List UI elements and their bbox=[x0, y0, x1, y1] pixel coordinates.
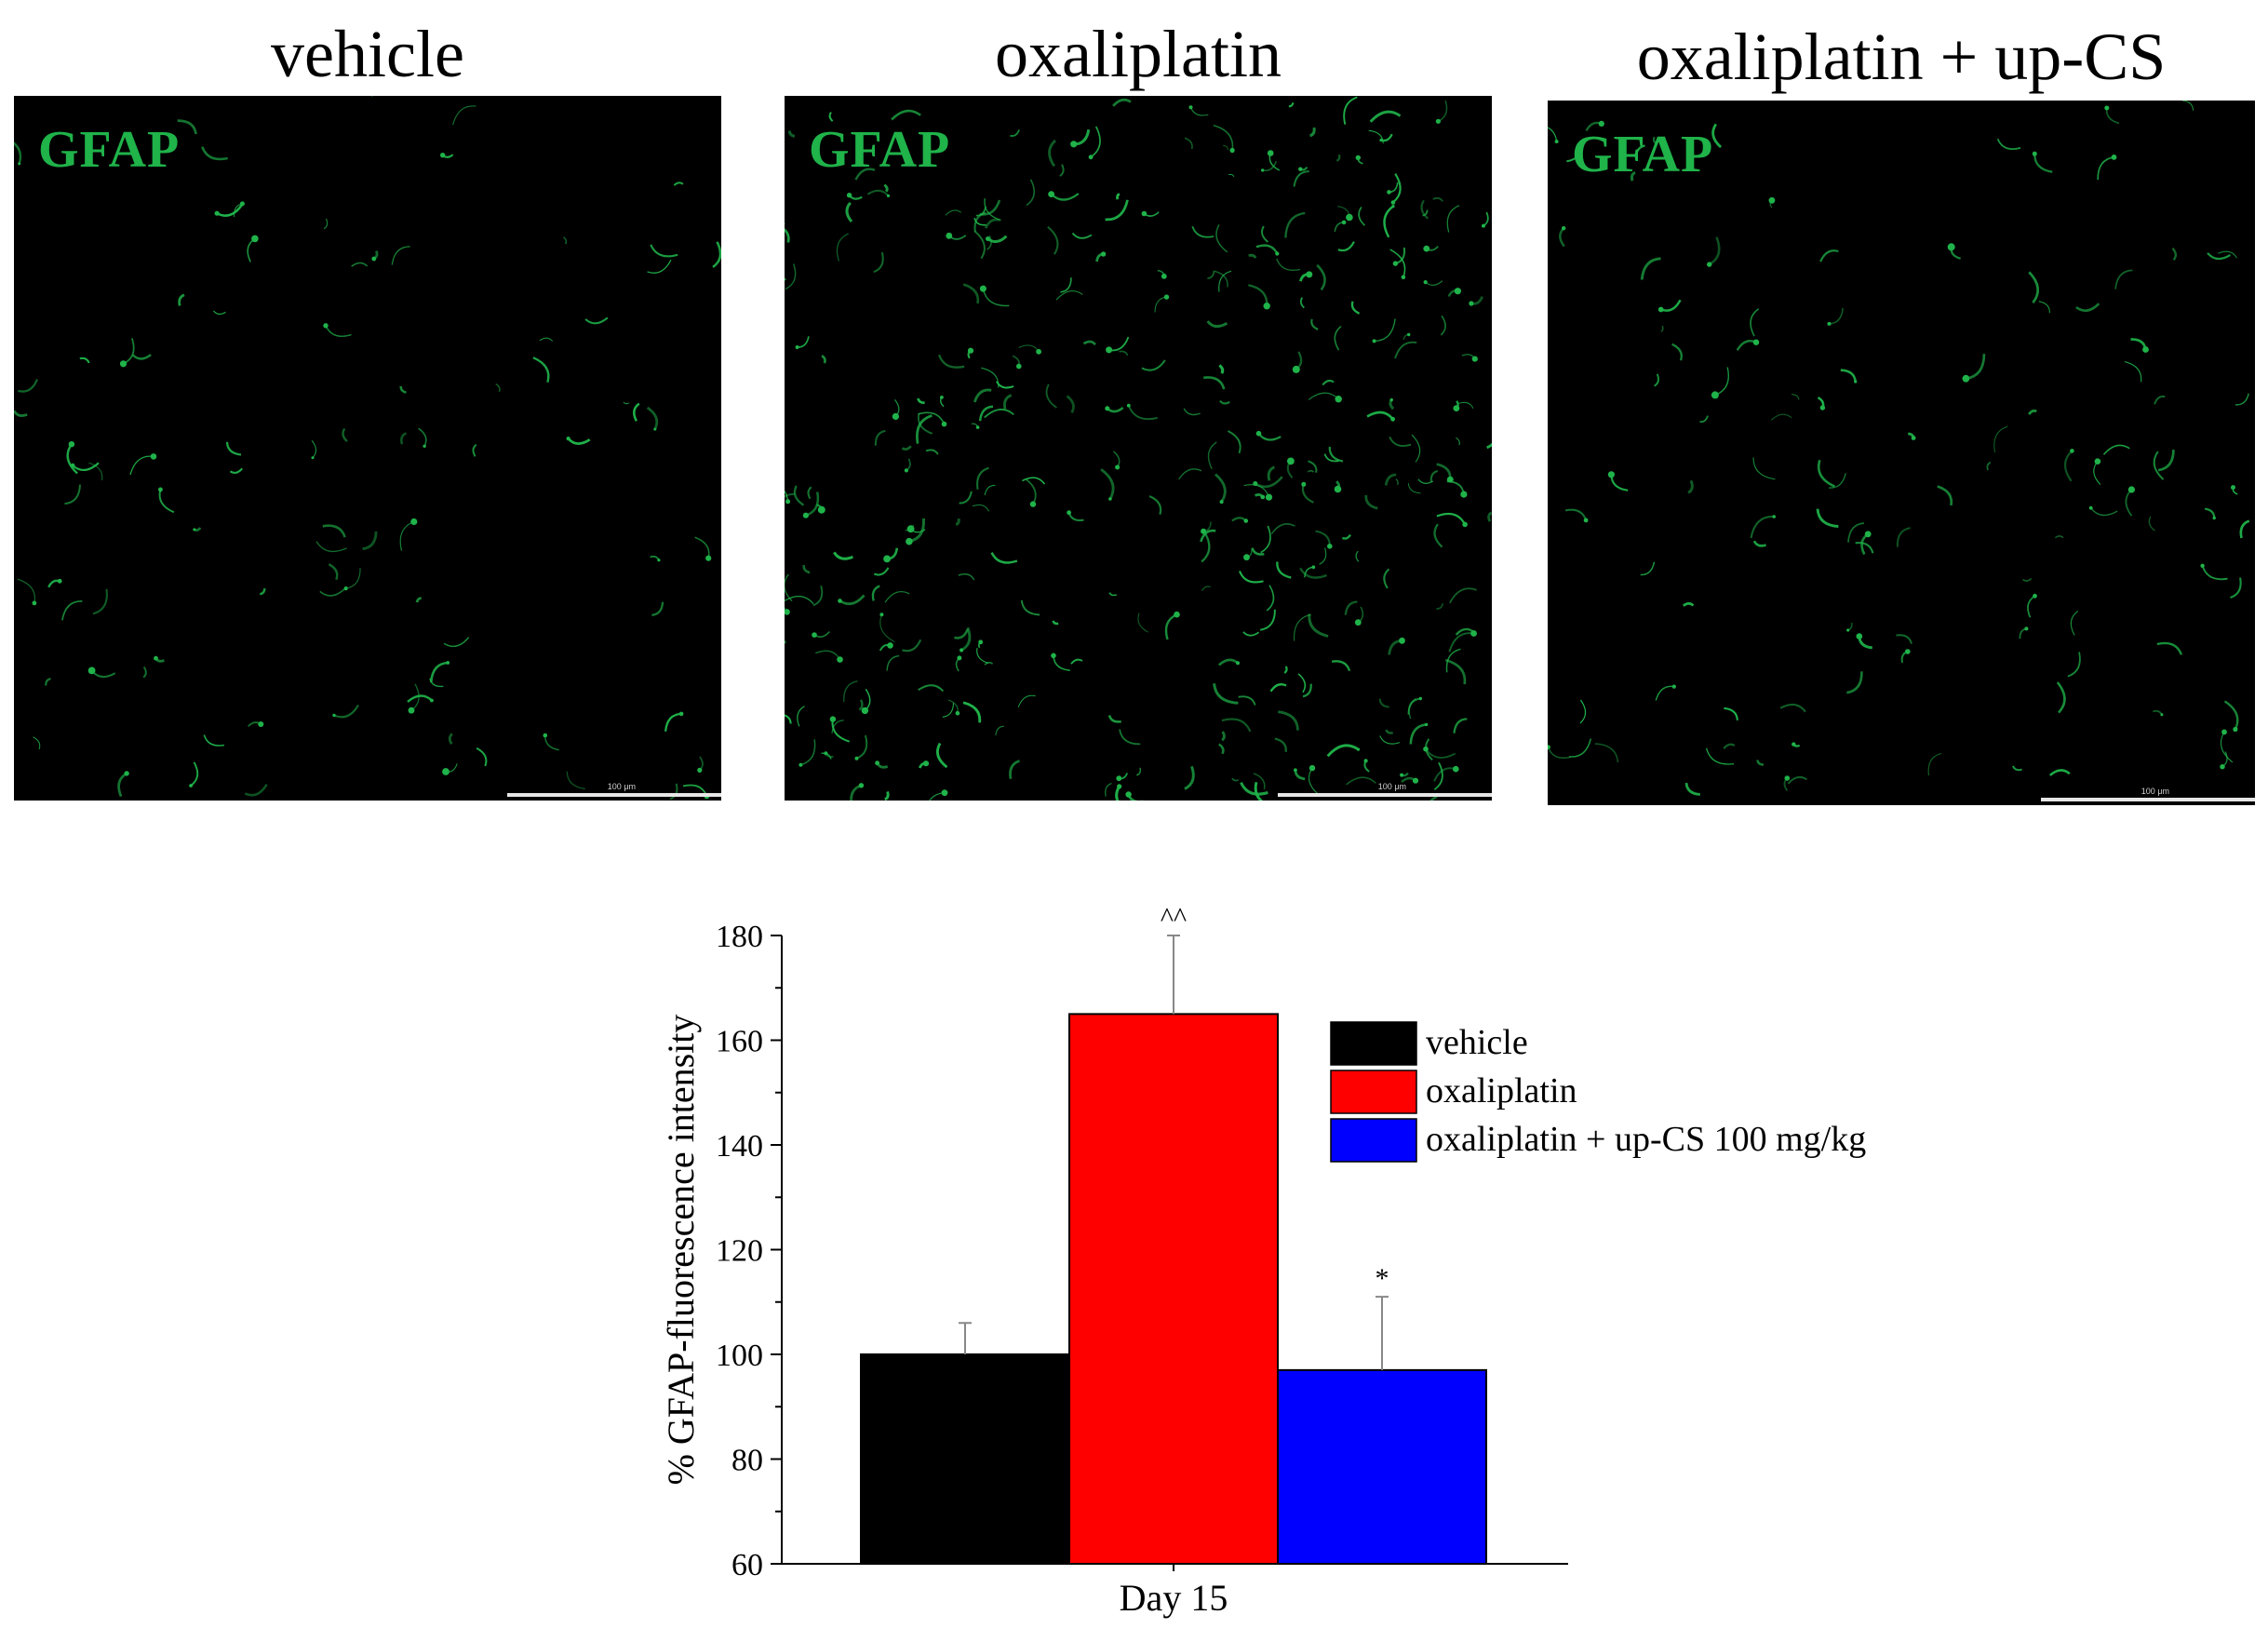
scale-bar-label: 100 μm bbox=[607, 782, 636, 791]
micrograph-image: GFAP 100 μm bbox=[785, 96, 1492, 801]
legend-swatch bbox=[1330, 1118, 1417, 1163]
stain-label: GFAP bbox=[809, 121, 951, 179]
panel-title: oxaliplatin + up-CS bbox=[1636, 20, 2167, 94]
y-axis-label: % GFAP-fluorescence intensity bbox=[660, 1015, 702, 1486]
micrograph-image: GFAP 100 μm bbox=[14, 96, 721, 801]
panel-oxaliplatin: oxaliplatin GFAP 100 μm bbox=[785, 0, 1492, 805]
y-tick-label: 180 bbox=[716, 920, 763, 954]
scale-bar bbox=[2041, 798, 2255, 801]
y-tick-label: 120 bbox=[716, 1234, 763, 1269]
micrograph-image: GFAP 100 μm bbox=[1548, 101, 2255, 805]
stain-label: GFAP bbox=[1572, 126, 1714, 183]
significance-marker: * bbox=[1376, 1263, 1389, 1294]
y-tick-label: 80 bbox=[731, 1444, 763, 1478]
x-tick-label: Day 15 bbox=[1120, 1577, 1228, 1619]
stain-label: GFAP bbox=[38, 121, 181, 179]
bar-3 bbox=[1277, 1368, 1487, 1565]
panel-vehicle: vehicle GFAP 100 μm bbox=[14, 0, 721, 805]
y-tick-label: 160 bbox=[716, 1025, 763, 1059]
panel-oxaliplatin-upcs: oxaliplatin + up-CS GFAP 100 μm bbox=[1548, 0, 2255, 810]
bar-chart: 60 80 100 120 140 160 180 % GFAP-fluorescence i… bbox=[660, 902, 1866, 1619]
astrocyte-staining bbox=[14, 96, 721, 801]
scale-bar bbox=[1278, 793, 1492, 797]
panel-title: oxaliplatin bbox=[995, 17, 1282, 91]
bar-2 bbox=[1068, 1013, 1279, 1565]
astrocyte-staining bbox=[785, 96, 1492, 801]
scale-bar-label: 100 μm bbox=[2141, 787, 2169, 796]
legend-label: oxaliplatin bbox=[1426, 1071, 1577, 1110]
legend-swatch bbox=[1330, 1021, 1417, 1066]
y-tick-label: 100 bbox=[716, 1339, 763, 1373]
legend-label: vehicle bbox=[1426, 1023, 1528, 1062]
scale-bar bbox=[507, 793, 721, 797]
panel-title: vehicle bbox=[271, 17, 464, 91]
y-tick-label: 140 bbox=[716, 1129, 763, 1164]
scale-bar-label: 100 μm bbox=[1377, 782, 1406, 791]
bar-1 bbox=[860, 1353, 1070, 1565]
significance-marker: ^^ bbox=[1161, 902, 1187, 933]
legend-swatch bbox=[1330, 1070, 1417, 1114]
legend-label: oxaliplatin + up-CS 100 mg/kg bbox=[1426, 1120, 1866, 1159]
astrocyte-staining bbox=[1548, 101, 2250, 796]
y-tick-label: 60 bbox=[731, 1548, 763, 1582]
